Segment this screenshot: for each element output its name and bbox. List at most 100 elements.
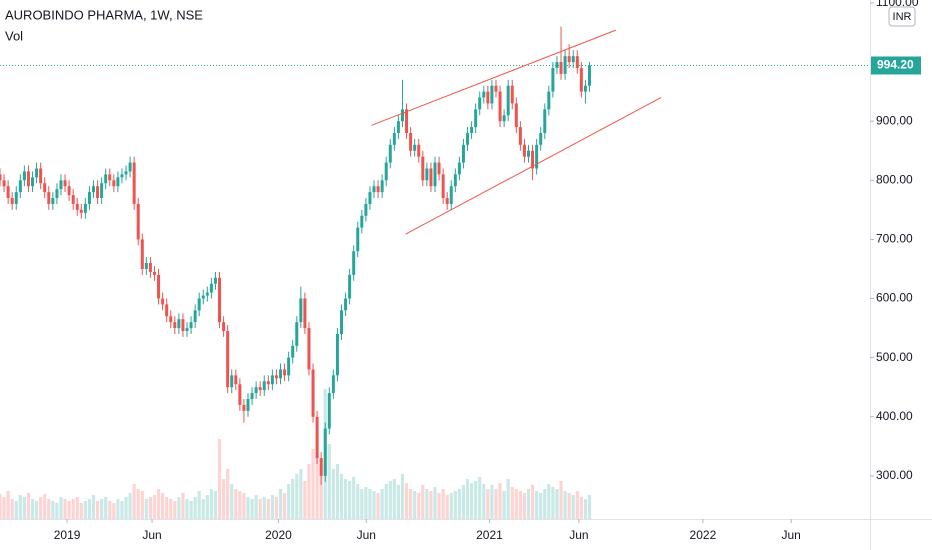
trend-line — [405, 97, 662, 235]
candle-body — [482, 91, 486, 98]
volume-bar — [388, 481, 392, 519]
volume-bar — [571, 495, 575, 519]
volume-bar — [563, 491, 567, 519]
candle-body — [6, 186, 10, 199]
volume-bar — [95, 501, 100, 519]
candle-body — [173, 322, 177, 329]
candle-body — [274, 375, 278, 379]
volume-bar — [120, 501, 124, 519]
volume-bar — [226, 469, 230, 519]
candle-body — [295, 322, 299, 346]
volume-bar — [413, 491, 417, 519]
candle-body — [384, 162, 388, 181]
candle-body — [567, 56, 571, 63]
volume-bar — [474, 481, 478, 519]
candle-body — [104, 174, 108, 184]
volume-bar — [161, 493, 165, 519]
candle-body — [10, 198, 14, 204]
candle-body — [571, 56, 575, 63]
volume-bar — [461, 485, 466, 519]
volume-bar — [193, 497, 197, 519]
volume-bar — [201, 499, 205, 519]
candle-body — [87, 192, 91, 204]
volume-bar — [498, 483, 502, 519]
volume-bar — [583, 499, 588, 519]
candle-body — [63, 180, 67, 187]
volume-bar — [392, 479, 396, 519]
candle-body — [514, 103, 518, 128]
candle-body — [364, 203, 368, 216]
candle-body — [181, 319, 185, 332]
candle-body — [262, 381, 266, 391]
candle-body — [339, 310, 343, 334]
volume-bar — [510, 487, 514, 519]
volume-bar — [449, 493, 453, 519]
volume-bar — [539, 493, 543, 519]
candle-body — [238, 384, 242, 405]
volume-bar — [128, 493, 132, 519]
x-tick-label: 2021 — [476, 528, 503, 542]
volume-bar — [433, 487, 437, 519]
candle-body — [112, 180, 116, 187]
volume-bar — [278, 489, 283, 519]
volume-bar — [384, 484, 388, 519]
volume-bar — [380, 489, 384, 519]
volume-bar — [108, 501, 112, 519]
volume-bar — [372, 491, 376, 519]
candle-body — [575, 56, 579, 68]
volume-bar — [67, 501, 71, 519]
volume-bar — [14, 501, 18, 519]
volume-bar — [522, 493, 527, 519]
candle-body — [437, 162, 441, 175]
volume-bar — [34, 501, 39, 519]
volume-bar — [144, 499, 148, 519]
candle-body — [120, 174, 124, 178]
x-tick-label: Jun — [142, 528, 161, 542]
candle-body — [535, 144, 539, 169]
candle-body — [71, 195, 75, 204]
candle-body — [307, 328, 311, 370]
currency-box[interactable] — [888, 6, 916, 27]
volume-bar — [197, 491, 201, 519]
candle-body — [555, 62, 559, 68]
volume-bar — [43, 494, 47, 519]
volume-bar — [238, 491, 242, 519]
candle-body — [551, 67, 555, 92]
volume-bar — [555, 489, 559, 519]
candle-body — [189, 322, 193, 329]
candle-body — [327, 393, 331, 429]
candle-body — [246, 399, 250, 411]
volume-bar — [6, 491, 10, 519]
volume-bar — [274, 497, 279, 519]
volume-bar — [543, 489, 547, 519]
last-price-label: 994.20 — [877, 58, 914, 72]
volume-bar — [457, 489, 461, 519]
x-tick-label: 2019 — [54, 528, 81, 542]
volume-bar — [287, 484, 291, 519]
volume-bar — [140, 491, 144, 519]
candle-body — [417, 144, 421, 157]
volume-bar — [75, 497, 79, 519]
candle-body — [14, 192, 18, 204]
y-tick-label: 1100.00 — [876, 0, 919, 9]
candle-body — [421, 156, 425, 181]
volume-bar — [63, 499, 67, 519]
candle-body — [583, 85, 587, 92]
candle-body — [506, 85, 510, 116]
volume-bar — [173, 501, 177, 519]
candle-body — [461, 144, 465, 163]
candle-body — [498, 91, 502, 122]
volume-bar — [266, 499, 270, 519]
volume-bar — [441, 489, 445, 519]
candle-body — [470, 127, 474, 134]
volume-bar — [217, 439, 222, 519]
candle-body — [518, 127, 522, 145]
volume-bar — [331, 469, 335, 519]
volume-bar — [315, 429, 319, 519]
volume-bar — [376, 493, 380, 519]
candle-body — [425, 168, 429, 181]
candle-body — [396, 121, 400, 134]
candle-body — [242, 404, 246, 411]
volume-bar — [230, 484, 234, 519]
